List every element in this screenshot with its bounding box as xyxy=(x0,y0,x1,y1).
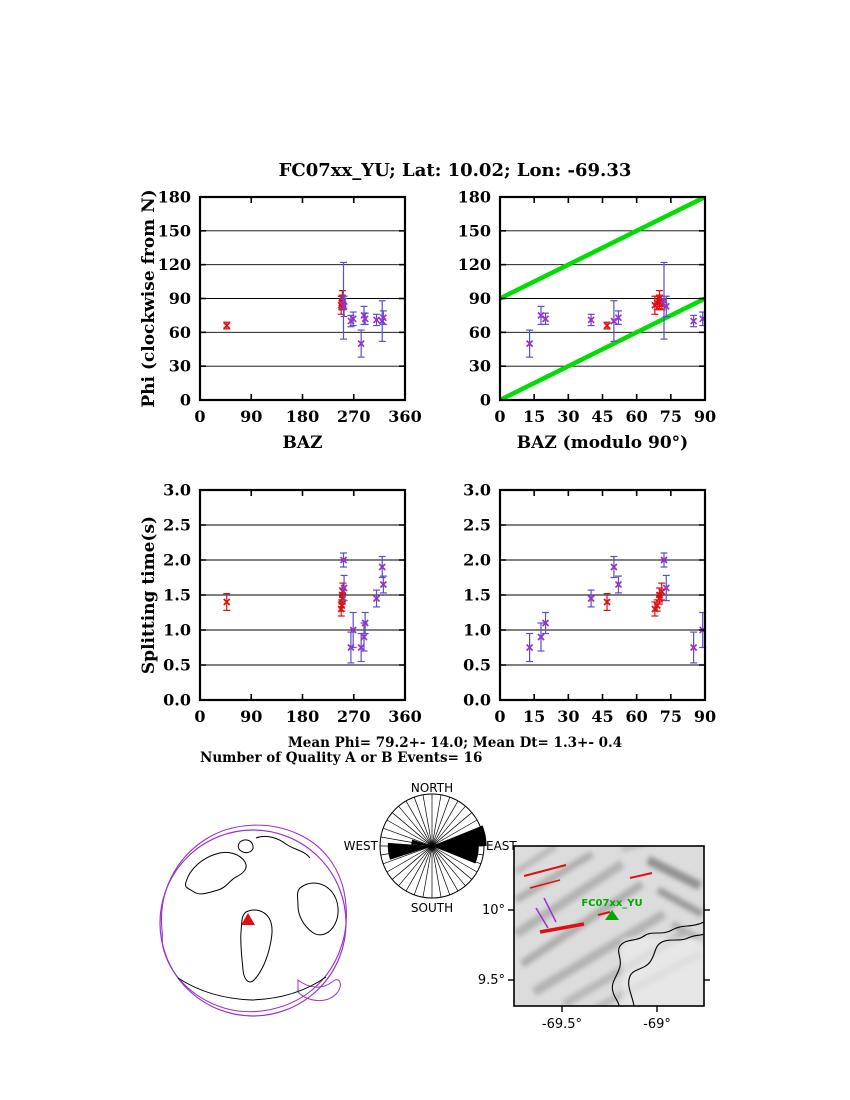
svg-text:3.0: 3.0 xyxy=(463,481,491,500)
rose-label-north: NORTH xyxy=(411,781,453,795)
svg-text:75: 75 xyxy=(660,407,682,426)
globe-azimuthal-map xyxy=(148,820,363,1035)
svg-text:9.5°: 9.5° xyxy=(478,973,505,988)
svg-text:-69.5°: -69.5° xyxy=(542,1017,582,1032)
svg-text:3.0: 3.0 xyxy=(163,481,191,500)
svg-text:90: 90 xyxy=(169,289,191,308)
dt_mod-plot-area: 0 15 30 45 60 75 90 0.0 0.5 1.0 1.5 2.0 2.5 3.0 xyxy=(463,481,716,727)
svg-text:2.5: 2.5 xyxy=(163,516,191,535)
svg-text:120: 120 xyxy=(458,255,491,274)
svg-text:0: 0 xyxy=(494,707,505,726)
rose-label-west: WEST xyxy=(344,839,379,853)
svg-text:2.5: 2.5 xyxy=(463,516,491,535)
splitting-time-vs-baz-mod90-plot: 0 15 30 45 60 75 90 0.0 0.5 1.0 1.5 2.0 2.5 3.0 xyxy=(430,478,730,763)
globe-outlines xyxy=(159,824,347,1017)
svg-text:1.5: 1.5 xyxy=(163,586,191,605)
phi-vs-baz-mod90-plot: 0 15 30 45 60 75 90 0 30 60 90 120 150 180 BAZ (modulo… xyxy=(430,185,730,460)
svg-text:30: 30 xyxy=(557,407,579,426)
svg-text:0.5: 0.5 xyxy=(163,656,191,675)
mean-statistics-text: Mean Phi= 79.2+- 14.0; Mean Dt= 1.3+- 0.… xyxy=(287,735,623,751)
svg-text:0: 0 xyxy=(194,407,205,426)
svg-text:60: 60 xyxy=(626,407,648,426)
splitting-vectors xyxy=(523,864,653,934)
svg-text:180: 180 xyxy=(286,707,319,726)
phi_mod-plot-area: 0 15 30 45 60 75 90 0 30 60 90 120 150 180 BAZ (modulo… xyxy=(458,188,717,454)
svg-text:360: 360 xyxy=(388,407,421,426)
svg-text:1.5: 1.5 xyxy=(463,586,491,605)
svg-text:0.0: 0.0 xyxy=(463,691,491,710)
station-name-label: FC07xx_YU xyxy=(581,898,642,909)
figure-title: FC07xx_YU; Lat: 10.02; Lon: -69.33 xyxy=(278,160,632,181)
svg-text:60: 60 xyxy=(169,323,191,342)
data-points xyxy=(223,261,387,358)
svg-text:270: 270 xyxy=(337,407,370,426)
rose-label-east: EAST xyxy=(486,839,517,853)
svg-text:2.0: 2.0 xyxy=(163,551,191,570)
svg-text:0: 0 xyxy=(180,391,191,410)
reference-lines xyxy=(500,197,705,400)
phi_baz-plot-area: 0 90 180 270 360 0 30 60 90 120 150 180 BAZ Phi (cloc… xyxy=(139,188,422,454)
svg-text:1.0: 1.0 xyxy=(163,621,191,640)
svg-text:Phi (clockwise from N): Phi (clockwise from N) xyxy=(139,189,159,407)
map-relief xyxy=(514,846,704,1006)
station-map: FC07xx_YU 10° 9.5° -69.5° -69° xyxy=(472,838,722,1038)
svg-text:10°: 10° xyxy=(482,903,505,918)
svg-text:180: 180 xyxy=(158,188,191,207)
map-frame xyxy=(513,845,705,1007)
svg-text:180: 180 xyxy=(458,188,491,207)
data-points xyxy=(526,261,707,358)
globe-station-triangle-icon xyxy=(241,913,255,925)
svg-text:90: 90 xyxy=(694,707,716,726)
svg-text:Splitting time(s): Splitting time(s) xyxy=(139,516,159,674)
svg-text:15: 15 xyxy=(523,707,545,726)
rose-diagram: NORTH SOUTH WEST EAST xyxy=(344,781,522,915)
svg-text:150: 150 xyxy=(158,221,191,240)
svg-text:45: 45 xyxy=(591,407,613,426)
svg-text:90: 90 xyxy=(240,707,262,726)
svg-text:90: 90 xyxy=(694,407,716,426)
svg-text:BAZ (modulo 90°): BAZ (modulo 90°) xyxy=(517,433,688,453)
dt_baz-plot-area: 0 90 180 270 360 0.0 0.5 1.0 1.5 2.0 2.5 3.0Splitti… xyxy=(139,481,422,727)
svg-text:150: 150 xyxy=(458,221,491,240)
svg-text:0: 0 xyxy=(494,407,505,426)
svg-text:2.0: 2.0 xyxy=(463,551,491,570)
svg-text:0: 0 xyxy=(480,391,491,410)
svg-text:0.5: 0.5 xyxy=(463,656,491,675)
svg-text:30: 30 xyxy=(469,357,491,376)
svg-text:60: 60 xyxy=(626,707,648,726)
station-marker: FC07xx_YU xyxy=(581,898,643,920)
station-triangle-icon xyxy=(605,910,619,920)
svg-text:120: 120 xyxy=(158,255,191,274)
svg-text:15: 15 xyxy=(523,407,545,426)
svg-text:30: 30 xyxy=(557,707,579,726)
data-points xyxy=(223,552,387,664)
svg-text:30: 30 xyxy=(169,357,191,376)
svg-text:BAZ: BAZ xyxy=(283,433,323,453)
svg-text:1.0: 1.0 xyxy=(463,621,491,640)
event-count-text: Number of Quality A or B Events= 16 xyxy=(200,750,483,766)
svg-text:75: 75 xyxy=(660,707,682,726)
svg-text:60: 60 xyxy=(469,323,491,342)
svg-text:90: 90 xyxy=(469,289,491,308)
rose-label-south: SOUTH xyxy=(411,901,453,915)
phi-vs-baz-plot: 0 90 180 270 360 0 30 60 90 120 150 180 BAZ Phi (cloc… xyxy=(130,185,430,460)
svg-text:0: 0 xyxy=(194,707,205,726)
svg-text:-69°: -69° xyxy=(643,1017,671,1032)
svg-text:270: 270 xyxy=(337,707,370,726)
svg-text:180: 180 xyxy=(286,407,319,426)
svg-text:0.0: 0.0 xyxy=(163,691,191,710)
splitting-time-vs-baz-plot: 0 90 180 270 360 0.0 0.5 1.0 1.5 2.0 2.5 3.0 Splitti… xyxy=(130,478,430,763)
svg-text:90: 90 xyxy=(240,407,262,426)
svg-text:45: 45 xyxy=(591,707,613,726)
data-points xyxy=(526,552,707,664)
rose-spokes-and-petals xyxy=(379,793,487,899)
svg-text:360: 360 xyxy=(388,707,421,726)
